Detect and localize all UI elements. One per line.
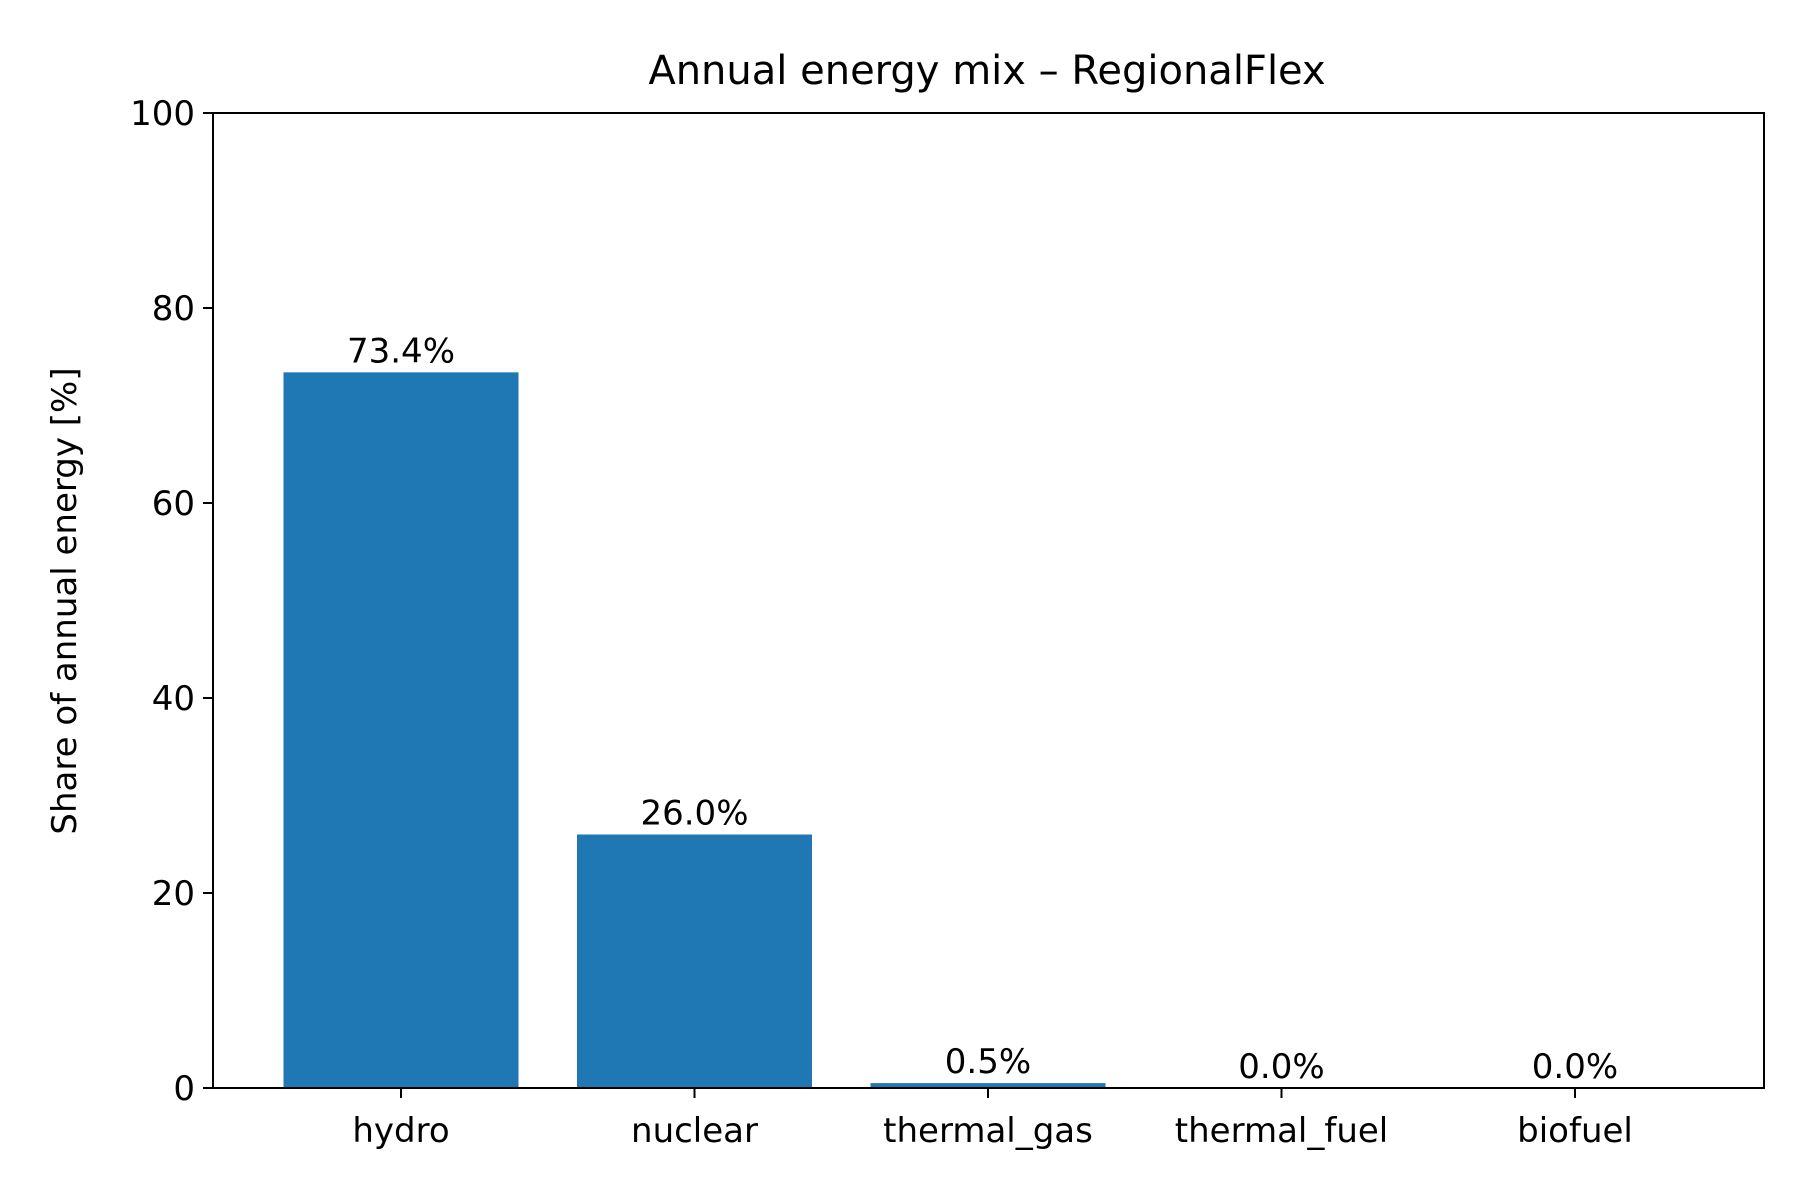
y-tick-label-40: 40 [152, 679, 195, 719]
data-label-nuclear: 26.0% [640, 794, 748, 834]
x-tick-label-thermal_gas: thermal_gas [883, 1111, 1093, 1151]
x-tick-label-thermal_fuel: thermal_fuel [1175, 1111, 1388, 1151]
y-axis-label: Share of annual energy [%] [45, 367, 85, 834]
y-tick-label-0: 0 [173, 1069, 195, 1109]
x-tick-label-nuclear: nuclear [631, 1111, 758, 1151]
x-axis-ticks: hydro nuclear thermal_gas thermal_fuel biofu… [352, 1088, 1633, 1151]
data-labels-group: 73.4% 26.0% 0.5% 0.0% 0.0% [347, 331, 1618, 1087]
y-tick-label-20: 20 [152, 874, 195, 914]
chart-title: Annual energy mix – RegionalFlex [648, 48, 1325, 94]
bar-thermal_gas [870, 1083, 1106, 1088]
y-tick-label-60: 60 [152, 484, 195, 524]
data-label-thermal_fuel: 0.0% [1238, 1047, 1324, 1087]
y-tick-label-80: 80 [152, 289, 195, 329]
plot-area-frame [212, 112, 1765, 1089]
data-label-hydro: 73.4% [347, 331, 455, 371]
data-label-thermal_gas: 0.5% [945, 1042, 1031, 1082]
y-tick-label-100: 100 [130, 94, 195, 134]
y-axis-ticks: 0 20 40 60 80 100 [130, 94, 213, 1109]
bar-hydro [283, 372, 519, 1089]
bars-group [283, 372, 1106, 1089]
x-tick-label-hydro: hydro [352, 1111, 449, 1151]
bar-nuclear [577, 834, 812, 1088]
x-tick-label-biofuel: biofuel [1517, 1111, 1633, 1151]
data-label-biofuel: 0.0% [1532, 1047, 1618, 1087]
